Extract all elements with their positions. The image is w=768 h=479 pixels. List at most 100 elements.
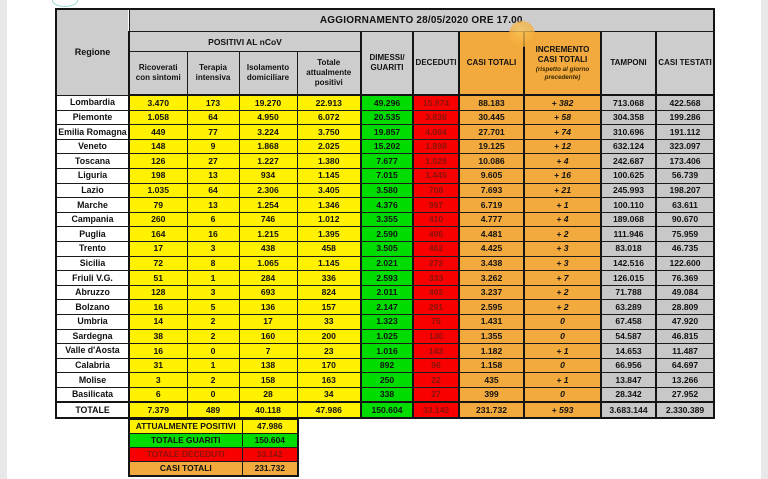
casi-totali-value: 30.445 [458, 109, 525, 126]
incremento-value: + 58 [523, 109, 602, 126]
incremento-value: + 593 [523, 401, 602, 419]
isolamento-value: 7 [238, 343, 298, 359]
summary-row: CASI TOTALI 231.732 [128, 461, 299, 477]
casi-totali-value: 6.719 [458, 197, 525, 213]
guariti-value: 1.025 [360, 328, 414, 345]
totale-positivi-value: 23 [296, 343, 362, 359]
totale-positivi-value: 157 [296, 299, 362, 315]
deceduti-value: 708 [412, 182, 460, 199]
deceduti-value: 333 [412, 270, 460, 286]
guariti-value: 2.147 [360, 299, 414, 315]
summary-value: 150.604 [241, 433, 299, 448]
isolamento-value: 438 [238, 240, 298, 257]
table-body: Lombardia 3.470 173 19.270 22.913 49.296 15.97… [55, 94, 715, 419]
incremento-value: 0 [523, 357, 602, 374]
terapia-value: 173 [186, 94, 240, 111]
incremento-value: 0 [523, 313, 602, 330]
tamponi-value: 14.653 [600, 343, 657, 359]
ricoverati-value: 128 [128, 284, 188, 301]
casi-testati-value: 75.959 [654, 226, 715, 242]
guariti-value: 2.011 [360, 284, 414, 301]
column-header-isolamento: Isolamento domiciliare [238, 51, 298, 96]
casi-totali-value: 27.701 [458, 124, 525, 140]
tamponi-value: 83.018 [600, 240, 657, 257]
ricoverati-value: 38 [128, 328, 188, 345]
incremento-value: + 4 [523, 211, 602, 228]
column-header-regione: Regione [55, 8, 130, 96]
ricoverati-value: 164 [128, 226, 188, 242]
table-row: Marche 79 13 1.254 1.346 4.376 997 6.719 + 1 100.… [55, 197, 715, 213]
isolamento-value: 3.224 [238, 124, 298, 140]
isolamento-value: 138 [238, 357, 298, 374]
casi-totali-value: 1.182 [458, 343, 525, 359]
casi-testati-value: 49.084 [654, 284, 715, 301]
guariti-value: 2.593 [360, 270, 414, 286]
casi-testati-value: 422.568 [654, 94, 715, 111]
isolamento-value: 136 [238, 299, 298, 315]
table-row: Toscana 126 27 1.227 1.380 7.677 1.029 10.086 + … [55, 153, 715, 169]
ricoverati-value: 16 [128, 343, 188, 359]
summary-value: 33.142 [241, 447, 299, 462]
guariti-value: 4.376 [360, 197, 414, 213]
guariti-value: 3.505 [360, 240, 414, 257]
deceduti-value: 75 [412, 313, 460, 330]
casi-totali-value: 435 [458, 372, 525, 388]
totale-row: TOTALE 7.379 489 40.118 47.986 150.604 33.142 2… [55, 401, 715, 419]
casi-totali-value: 88.183 [458, 94, 525, 111]
terapia-value: 1 [186, 270, 240, 286]
terapia-value: 2 [186, 313, 240, 330]
table-header: Regione AGGIORNAMENTO 28/05/2020 ORE 17.… [55, 8, 715, 96]
casi-totali-value: 2.595 [458, 299, 525, 315]
terapia-value: 5 [186, 299, 240, 315]
table-row: Friuli V.G. 51 1 284 336 2.593 333 3.262 + 7 126.… [55, 270, 715, 286]
right-edge-strip [761, 0, 768, 479]
column-header-tamponi: TAMPONI [600, 31, 657, 96]
left-edge-strip [0, 0, 7, 479]
isolamento-value: 1.065 [238, 255, 298, 272]
totale-positivi-value: 1.145 [296, 167, 362, 184]
guariti-value: 892 [360, 357, 414, 374]
casi-totali-value: 1.431 [458, 313, 525, 330]
totale-positivi-value: 1.380 [296, 153, 362, 169]
summary-value: 231.732 [241, 461, 299, 477]
region-name: Marche [55, 197, 130, 213]
region-name: Lazio [55, 182, 130, 199]
tamponi-value: 100.110 [600, 197, 657, 213]
region-name: Calabria [55, 357, 130, 374]
totale-positivi-value: 33 [296, 313, 362, 330]
guariti-value: 150.604 [360, 401, 414, 419]
region-name: Campania [55, 211, 130, 228]
guariti-value: 2.590 [360, 226, 414, 242]
table-row: Molise 3 2 158 163 250 22 435 + 1 13.847 13.266 [55, 372, 715, 388]
terapia-value: 13 [186, 167, 240, 184]
deceduti-value: 96 [412, 357, 460, 374]
region-name: Veneto [55, 138, 130, 155]
casi-totali-value: 9.605 [458, 167, 525, 184]
terapia-value: 8 [186, 255, 240, 272]
isolamento-value: 17 [238, 313, 298, 330]
totale-label: TOTALE [55, 401, 130, 419]
totale-positivi-value: 1.346 [296, 197, 362, 213]
covid-regions-table: Regione AGGIORNAMENTO 28/05/2020 ORE 17.… [55, 8, 716, 420]
terapia-value: 2 [186, 328, 240, 345]
casi-testati-value: 46.815 [654, 328, 715, 345]
tamponi-value: 304.358 [600, 109, 657, 126]
casi-testati-value: 13.266 [654, 372, 715, 388]
table-row: Campania 260 6 746 1.012 3.355 410 4.777 + 4 189.… [55, 211, 715, 228]
isolamento-value: 4.950 [238, 109, 298, 126]
totale-positivi-value: 2.025 [296, 138, 362, 155]
casi-testati-value: 2.330.389 [654, 401, 715, 419]
ricoverati-value: 31 [128, 357, 188, 374]
ricoverati-value: 51 [128, 270, 188, 286]
totale-positivi-value: 1.395 [296, 226, 362, 242]
summary-row: TOTALE GUARITI 150.604 [128, 433, 299, 448]
tamponi-value: 142.516 [600, 255, 657, 272]
totale-positivi-value: 824 [296, 284, 362, 301]
terapia-value: 0 [186, 343, 240, 359]
incremento-value: + 3 [523, 240, 602, 257]
deceduti-value: 15.974 [412, 94, 460, 111]
tamponi-value: 3.683.144 [600, 401, 657, 419]
terapia-value: 3 [186, 284, 240, 301]
guariti-value: 250 [360, 372, 414, 388]
